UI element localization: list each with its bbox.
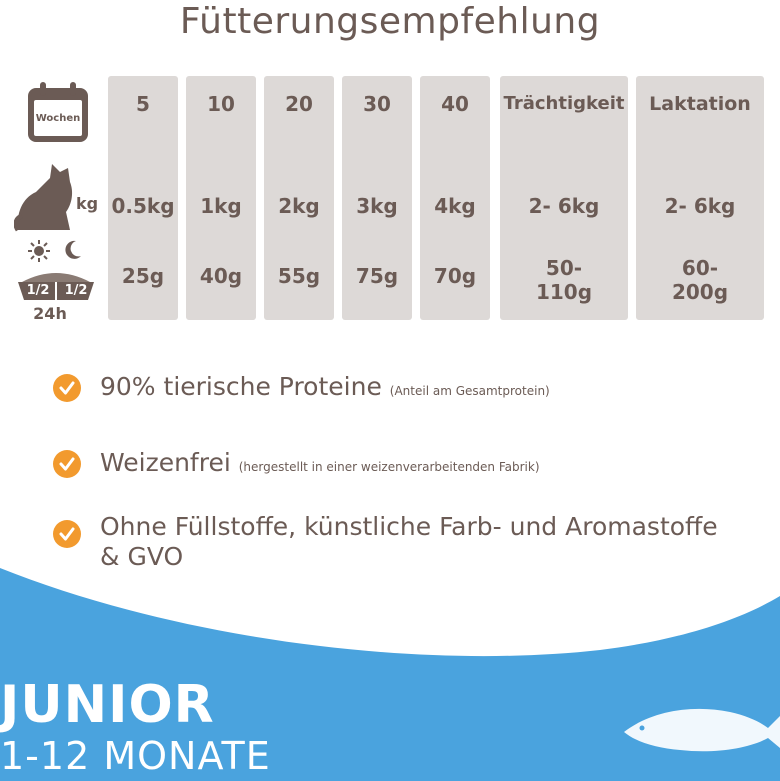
table-column: 10 1kg 40g: [186, 76, 256, 320]
column-amount-line1: 50-: [545, 256, 583, 280]
moon-icon: [65, 240, 81, 259]
feature-main: 90% tierische Proteine: [100, 372, 382, 401]
column-weight: 0.5kg: [111, 194, 175, 218]
check-icon: [53, 520, 81, 548]
column-header: 5: [136, 92, 150, 116]
column-amount: 70g: [433, 264, 477, 288]
column-weight: 2- 6kg: [664, 194, 736, 218]
weight-label: kg: [76, 194, 99, 213]
feature-note: (hergestellt in einer weizenverarbeitend…: [238, 460, 540, 474]
calendar-icon: [28, 82, 88, 142]
column-header: 20: [285, 92, 313, 116]
half-right-label: 1/2: [64, 283, 88, 298]
column-weight: 4kg: [434, 194, 476, 218]
sun-icon: [28, 240, 50, 262]
table-column: Laktation 2- 6kg 60- 200g: [636, 76, 764, 320]
column-amount: 55g: [277, 264, 321, 288]
feature-main: Weizenfrei: [100, 448, 231, 477]
banner-title: JUNIOR: [0, 675, 215, 735]
check-icon: [53, 450, 81, 478]
column-weight: 2kg: [278, 194, 320, 218]
cat-icon: [14, 164, 73, 232]
column-header: 30: [363, 92, 391, 116]
day-label: 24h: [33, 304, 67, 323]
column-header: 10: [207, 92, 235, 116]
column-amount-line2: 200g: [671, 280, 729, 304]
table-column: 30 3kg 75g: [342, 76, 412, 320]
column-weight: 1kg: [200, 194, 242, 218]
feature-text: 90% tierische Proteine (Anteil am Gesamt…: [100, 372, 550, 406]
table-column: 20 2kg 55g: [264, 76, 334, 320]
column-header: Trächtigkeit: [503, 93, 625, 114]
column-amount: 40g: [199, 264, 243, 288]
banner-subtitle: 1-12 MONATE: [0, 734, 271, 778]
food-bowl-icon: [18, 273, 94, 300]
half-left-label: 1/2: [26, 283, 50, 298]
table-column: 5 0.5kg 25g: [108, 76, 178, 320]
blue-wave-background: [0, 568, 780, 781]
column-weight: 2- 6kg: [528, 194, 600, 218]
column-weight: 3kg: [356, 194, 398, 218]
feature-line1: Ohne Füllstoffe, künstliche Farb- und Ar…: [100, 512, 718, 541]
check-icon: [53, 374, 81, 402]
feature-note: (Anteil am Gesamtprotein): [389, 384, 550, 398]
column-header: 40: [441, 92, 469, 116]
column-amount-line1: 60-: [681, 256, 719, 280]
page-title: Fütterungsempfehlung: [179, 1, 601, 42]
table-column: 40 4kg 70g: [420, 76, 490, 320]
column-amount: 75g: [355, 264, 399, 288]
table-column: Trächtigkeit 2- 6kg 50- 110g: [500, 76, 628, 320]
calendar-label: Wochen: [35, 113, 81, 124]
column-amount: 25g: [121, 264, 165, 288]
column-header: Laktation: [649, 93, 751, 115]
column-amount-line2: 110g: [535, 280, 593, 304]
feature-text: Weizenfrei (hergestellt in einer weizenv…: [100, 448, 540, 482]
fish-icon: [624, 708, 780, 752]
feature-line2: & GVO: [100, 542, 184, 571]
